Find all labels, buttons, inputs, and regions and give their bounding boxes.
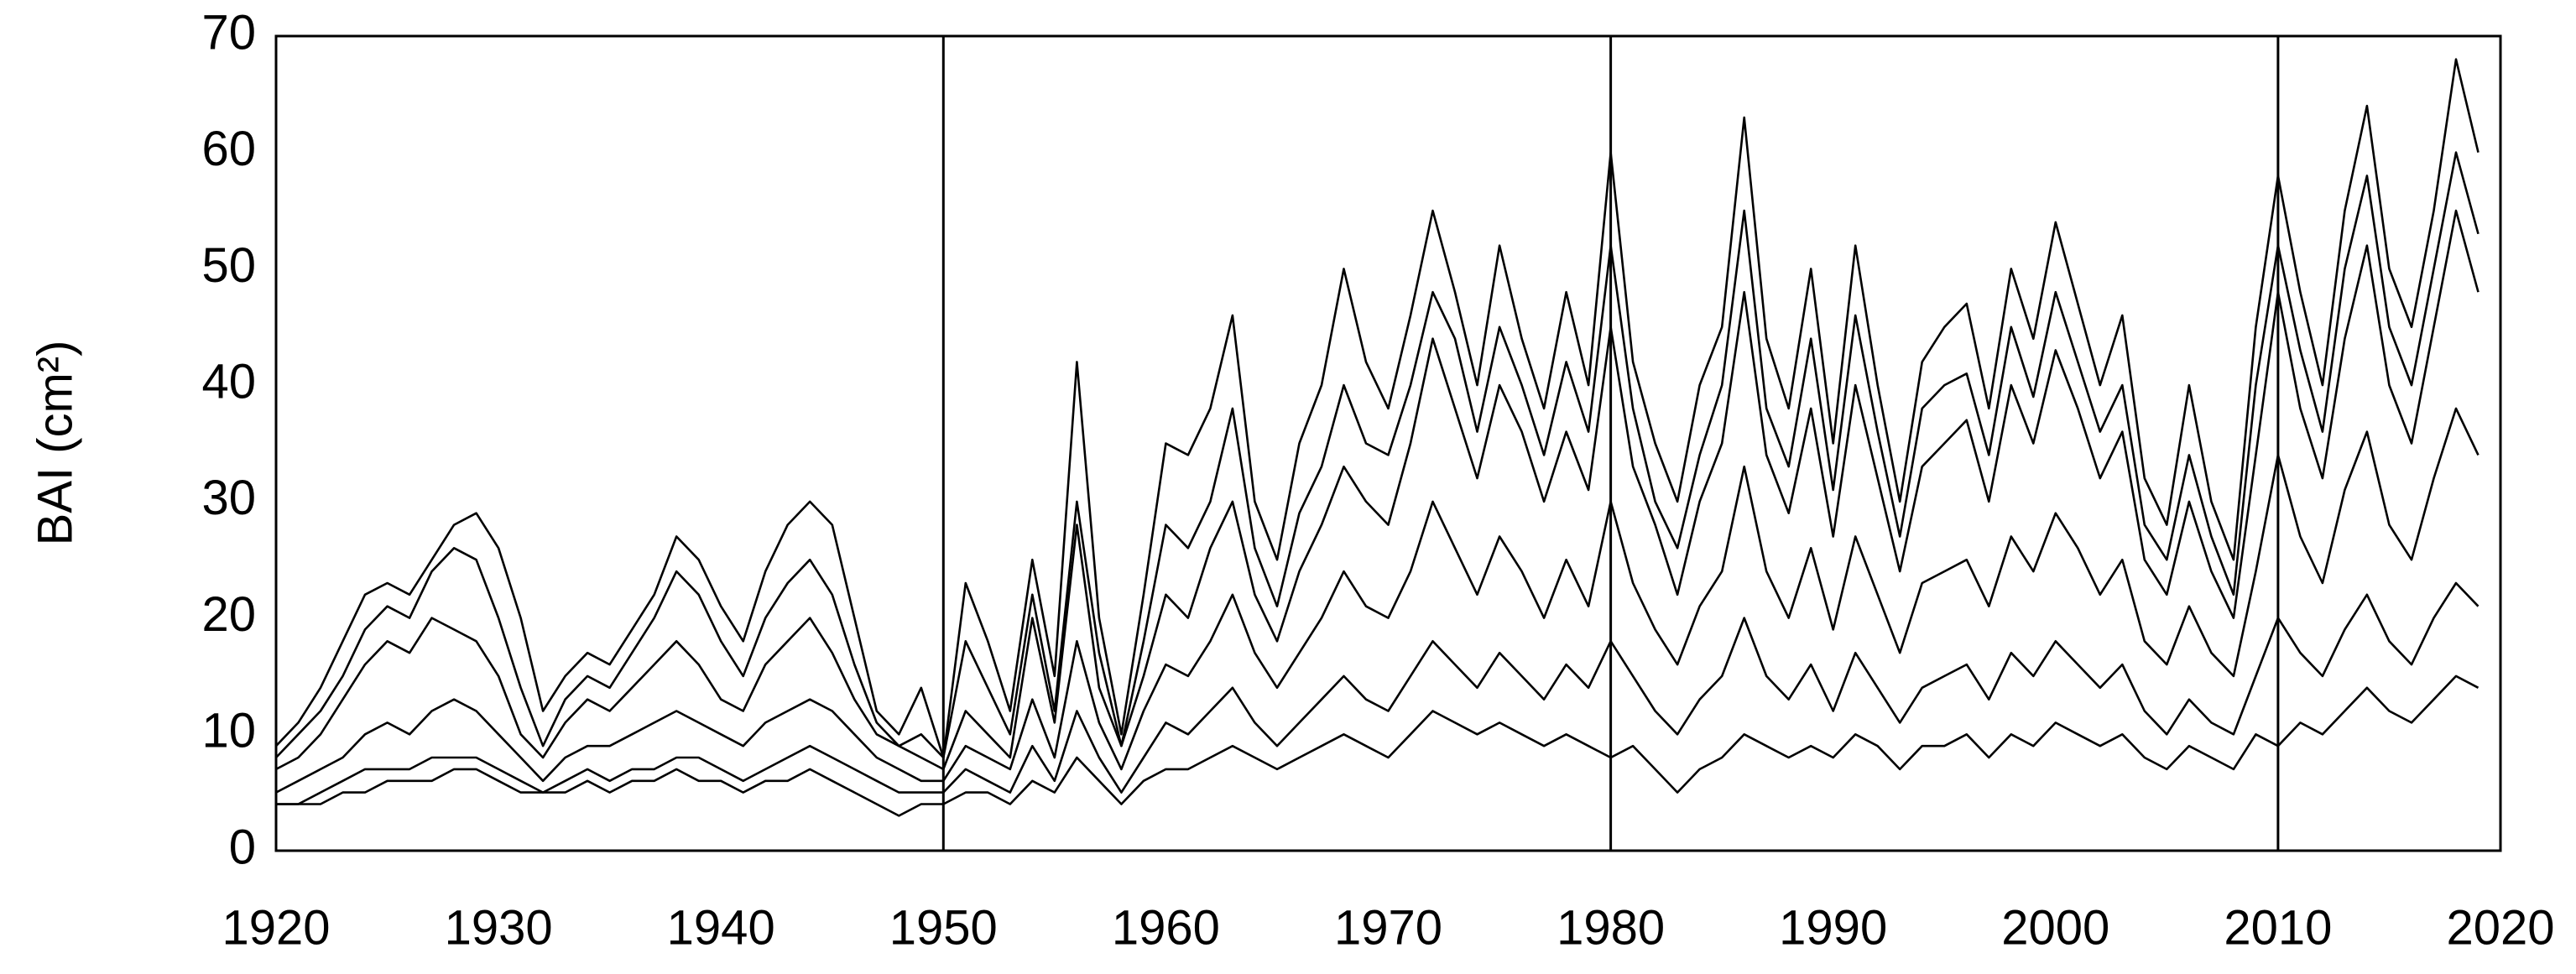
plot-frame [274, 34, 2502, 852]
x-tick-label: 1930 [445, 900, 553, 955]
x-tick-label: 2000 [2001, 900, 2109, 955]
series-line [276, 675, 2480, 817]
x-tick-label: 1990 [1779, 900, 1887, 955]
y-tick-label: 30 [201, 471, 256, 525]
x-tick-label: 1970 [1334, 900, 1442, 955]
x-tick-label: 2020 [2446, 900, 2554, 955]
x-tick-label: 1960 [1112, 900, 1220, 955]
y-axis-label: BAI (cm²) [28, 341, 82, 546]
y-tick-label: 60 [201, 122, 256, 176]
series-line [275, 151, 2480, 759]
y-tick-label: 70 [201, 5, 256, 60]
x-tick-label: 1920 [222, 900, 330, 955]
y-tick-label: 40 [201, 354, 256, 409]
x-tick-label: 1980 [1557, 900, 1665, 955]
y-tick-label: 20 [201, 587, 256, 642]
series-line [276, 581, 2480, 805]
y-tick-label: 50 [201, 238, 256, 293]
series-line [275, 209, 2480, 771]
series-line [275, 407, 2480, 794]
y-tick-label: 10 [201, 704, 256, 758]
x-tick-label: 1950 [889, 900, 998, 955]
x-tick-label: 2010 [2224, 900, 2332, 955]
series-line [275, 58, 2480, 759]
x-tick-label: 1940 [667, 900, 775, 955]
y-tick-label: 0 [229, 820, 256, 874]
